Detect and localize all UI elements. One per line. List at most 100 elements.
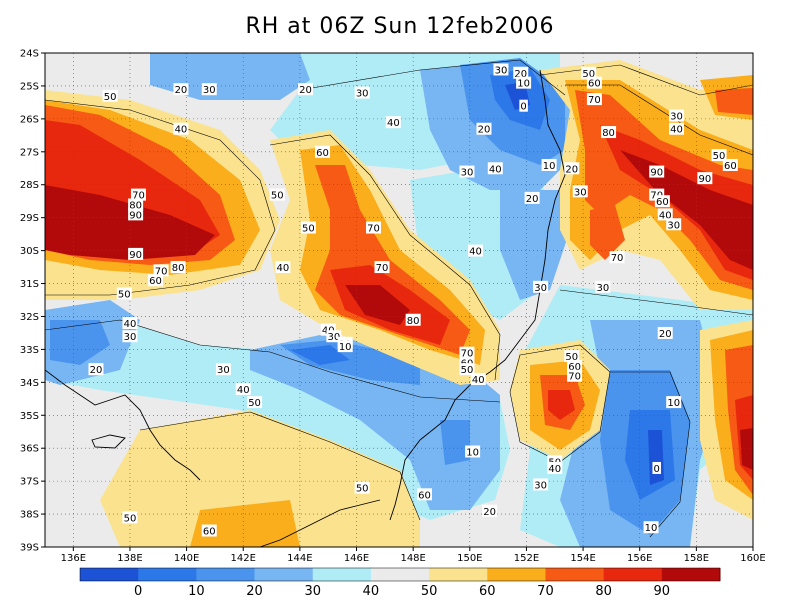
fill-level-0-10 <box>290 345 350 365</box>
colorbar-swatch <box>80 568 139 581</box>
contour-label-text: 10 <box>667 398 680 409</box>
contour-label-text: 50 <box>565 352 578 363</box>
contour-label-bg <box>201 524 217 537</box>
contour-label-bg <box>711 149 727 162</box>
lat-tick-label: 36S <box>20 444 39 455</box>
fill-level-above-90 <box>345 285 410 325</box>
contour-label-text: 40 <box>472 375 485 386</box>
lat-tick-label: 32S <box>20 312 39 323</box>
contour-label: 0 <box>652 461 661 475</box>
contour-label: 30 <box>201 83 217 96</box>
contour-label: 20 <box>482 504 498 518</box>
contour-label-text: 60 <box>656 197 669 208</box>
lat-tick-label: 38S <box>20 510 39 521</box>
contour-label: 80 <box>405 313 421 327</box>
fill-level-10-20 <box>50 320 110 365</box>
contour-label: 20 <box>564 162 580 175</box>
contour-label: 30 <box>354 86 370 100</box>
contour-label-text: 20 <box>478 125 491 136</box>
contour-label: 40 <box>547 461 563 475</box>
contour-label: 40 <box>173 122 189 136</box>
contour-label: 60 <box>416 488 432 501</box>
contour-label: 30 <box>215 363 231 376</box>
fill-level-above-90 <box>620 150 753 270</box>
lat-tick-label: 33S <box>20 345 39 356</box>
coastline <box>389 69 566 521</box>
contour-label-bg <box>513 66 529 79</box>
contour-label-bg <box>697 172 713 185</box>
contour-label-bg <box>666 396 682 409</box>
contour-label: 30 <box>122 330 138 343</box>
contour-label-text: 40 <box>277 263 290 274</box>
contour-label-bg <box>122 511 138 524</box>
colorbar-swatch <box>370 568 430 581</box>
lon-tick-label: 146E <box>344 553 369 564</box>
contour-label-text: 90 <box>650 168 663 179</box>
contour-label-text: 30 <box>534 480 547 491</box>
contour-label-text: 30 <box>356 89 369 100</box>
contour-label-bg <box>459 363 475 376</box>
contour-label-text: 40 <box>489 164 502 175</box>
contour-label-text: 80 <box>129 200 142 211</box>
contour-label: 40 <box>470 373 486 386</box>
fill-level-20-30 <box>250 335 500 510</box>
contour-label: 50 <box>269 188 285 202</box>
contour-label: 50 <box>581 66 597 80</box>
colorbar-swatch <box>545 568 605 581</box>
contour-label: 40 <box>657 208 673 221</box>
contour-label-bg <box>459 165 475 178</box>
contour-label-text: 10 <box>517 79 530 90</box>
contour-label-bg <box>128 247 144 260</box>
lon-tick-label: 150E <box>457 553 482 564</box>
contour-label: 70 <box>567 369 583 383</box>
contour-label-text: 20 <box>526 194 539 205</box>
contour-label-text: 70 <box>132 191 145 202</box>
contour-label: 70 <box>153 264 169 277</box>
contour-label: 30 <box>326 330 342 343</box>
fill-level-above-90 <box>740 428 753 470</box>
colorbar-frame <box>79 567 721 582</box>
contour-label-bg <box>524 191 540 204</box>
contour-label-bg <box>215 363 231 376</box>
contour-label-bg <box>564 162 580 175</box>
contour-label-bg <box>102 89 118 102</box>
contour-label-text: 20 <box>483 507 496 518</box>
colorbar-swatch <box>603 568 663 581</box>
contour-label-bg <box>581 66 597 79</box>
contour-label-text: 10 <box>466 447 479 458</box>
lon-tick-label: 154E <box>570 553 595 564</box>
contour-label-bg <box>669 109 685 122</box>
contour-label-bg <box>130 188 146 201</box>
contour-label-bg <box>609 251 625 264</box>
contour-label-bg <box>541 158 557 171</box>
contour-label-text: 70 <box>461 349 474 360</box>
contour-label: 30 <box>666 218 682 231</box>
contour-label: 30 <box>493 63 509 76</box>
contour-label: 90 <box>697 172 713 185</box>
contour-label-bg <box>516 76 532 89</box>
contour-label: 50 <box>102 89 118 103</box>
contour-label-text: 60 <box>418 490 431 501</box>
contour-label: 90 <box>649 165 665 179</box>
colorbar-label: 90 <box>654 584 671 599</box>
contour-label-text: 90 <box>698 174 711 185</box>
contour-label-bg <box>366 221 382 234</box>
contour-label-bg <box>326 330 342 343</box>
contour-label-bg <box>374 261 390 274</box>
contour-label-bg <box>315 145 331 158</box>
contour-label-text: 60 <box>316 148 329 159</box>
contour-label-text: 60 <box>203 527 216 538</box>
contour-label: 80 <box>170 261 186 274</box>
contour-label-bg <box>493 63 509 76</box>
lon-tick-label: 160E <box>740 553 765 564</box>
contour-label-text: 10 <box>645 523 658 534</box>
contour-label-bg <box>657 326 673 339</box>
contour-label-text: 90 <box>129 250 142 261</box>
contour-label-bg <box>722 158 738 171</box>
contour-label-text: 50 <box>713 151 726 162</box>
contour-label: 90 <box>128 247 144 261</box>
contour-label-bg <box>153 264 169 277</box>
contour-label-text: 50 <box>271 191 284 202</box>
contour-label-bg <box>354 86 370 99</box>
